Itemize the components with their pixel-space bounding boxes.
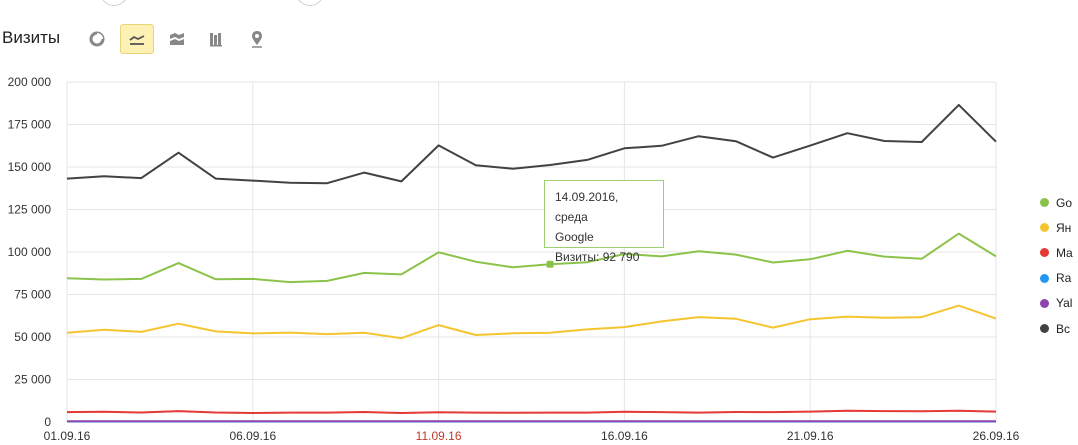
x-tick-label: 06.09.16: [229, 429, 276, 443]
line-chart-icon: [129, 35, 145, 45]
pie-chart-button[interactable]: [80, 24, 114, 54]
legend-dot-icon: [1040, 223, 1049, 233]
y-tick-label: 0: [44, 415, 51, 429]
y-tick-label: 100 000: [8, 245, 52, 259]
legend-item[interactable]: Go: [1040, 190, 1078, 215]
chart-legend: Go Ян Ma Ra Yal Вс: [1040, 190, 1078, 341]
x-tick-label: 21.09.16: [787, 429, 834, 443]
y-tick-label: 75 000: [14, 288, 51, 302]
map-button[interactable]: [240, 24, 274, 54]
legend-item[interactable]: Вс: [1040, 316, 1078, 341]
x-tick-label: 11.09.16: [416, 429, 462, 443]
chart-title: Визиты: [2, 28, 61, 47]
line-chart: 0 25 000 50 000 75 000 100 000 125 000 150 000…: [8, 75, 1020, 443]
bar-chart-button[interactable]: [200, 24, 234, 54]
chart-type-toolbar: [80, 24, 280, 54]
legend-dot-icon: [1040, 198, 1049, 208]
y-tick-label: 25 000: [14, 373, 51, 387]
legend-item[interactable]: Ma: [1040, 240, 1078, 265]
legend-dot-icon: [1040, 298, 1049, 308]
series-line: [66, 103, 997, 185]
bar-chart-icon: [210, 33, 222, 47]
series-line: [66, 232, 997, 284]
tooltip-series: Google: [555, 230, 594, 244]
legend-dot-icon: [1040, 324, 1049, 334]
area-chart-button[interactable]: [160, 24, 194, 54]
map-icon: [252, 31, 262, 48]
series-line: [66, 304, 997, 340]
y-tick-label: 175 000: [8, 118, 52, 132]
y-tick-label: 150 000: [8, 160, 52, 174]
pie-chart-icon: [89, 31, 105, 47]
legend-label: Ян: [1056, 220, 1072, 235]
x-tick-label: 26.09.16: [973, 429, 1020, 443]
legend-dot-icon: [1040, 273, 1049, 283]
legend-label: Ma: [1056, 245, 1073, 260]
y-tick-label: 125 000: [8, 203, 52, 217]
legend-item[interactable]: Ян: [1040, 215, 1078, 240]
top-partial-button-1[interactable]: [100, 0, 128, 6]
tooltip-date: 14.09.2016, среда: [555, 190, 619, 224]
legend-dot-icon: [1040, 248, 1049, 258]
y-tick-label: 50 000: [14, 330, 51, 344]
top-partial-button-2[interactable]: [296, 0, 324, 6]
x-tick-label: 01.09.16: [44, 429, 91, 443]
series-line: [66, 409, 997, 414]
legend-label: Go: [1056, 195, 1073, 210]
chart-tooltip: 14.09.2016, среда Google Визиты: 92 790: [544, 180, 664, 264]
area-chart-icon: [170, 33, 184, 45]
x-tick-label: 16.09.16: [601, 429, 648, 443]
y-tick-label: 200 000: [8, 75, 52, 89]
legend-item[interactable]: Yal: [1040, 291, 1078, 316]
legend-item[interactable]: Ra: [1040, 266, 1078, 291]
legend-label: Вс: [1056, 321, 1071, 336]
line-chart-button[interactable]: [120, 24, 154, 54]
highlight-point: [546, 260, 554, 268]
legend-label: Yal: [1056, 296, 1073, 311]
legend-label: Ra: [1056, 271, 1072, 286]
tooltip-value: Визиты: 92 790: [555, 250, 640, 264]
